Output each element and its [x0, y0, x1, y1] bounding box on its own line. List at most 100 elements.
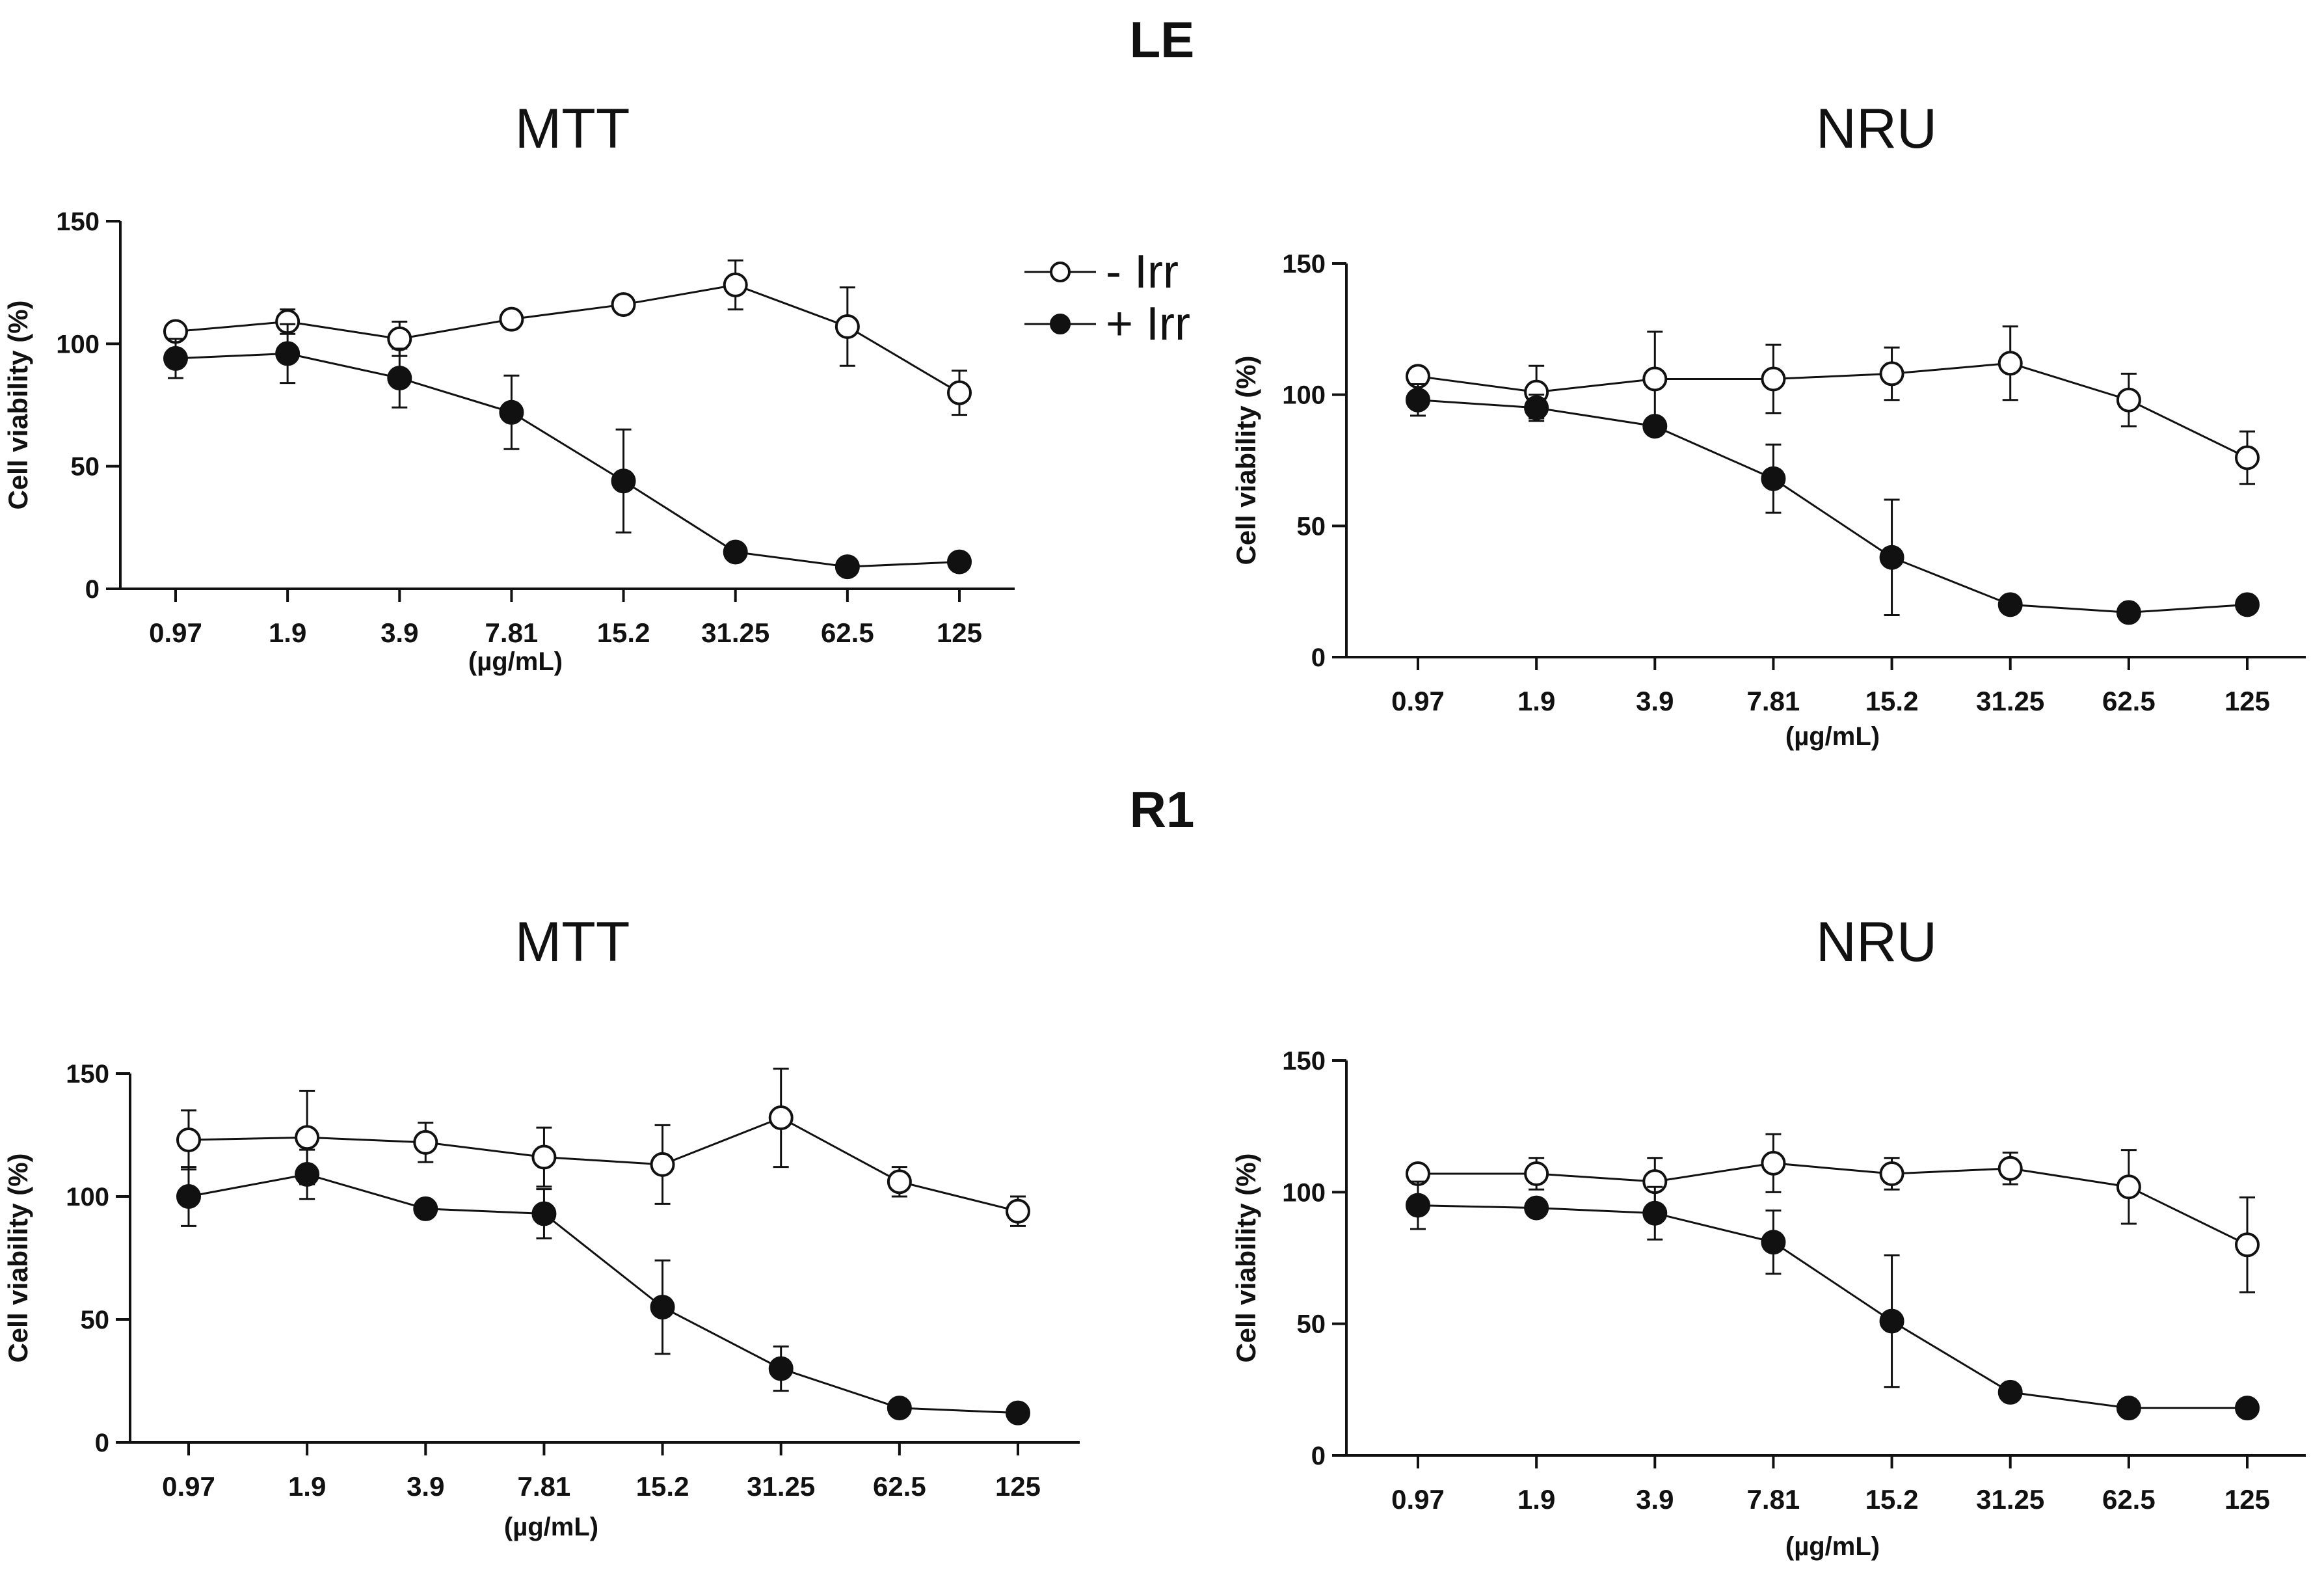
data-point-open	[1642, 366, 1668, 392]
x-axis-title: (µg/mL)	[1785, 1532, 1880, 1561]
data-point-open	[2235, 1232, 2260, 1258]
x-tick-label: 15.2	[1865, 1484, 1919, 1515]
data-point-open	[1761, 366, 1786, 392]
series-line-plus-irr	[175, 352, 960, 568]
y-tick-label: 0	[1311, 643, 1326, 672]
series-line-plus-irr	[188, 1173, 1019, 1414]
data-point-filled	[2235, 592, 2260, 617]
data-point-open	[1761, 1150, 1786, 1176]
filled-circle-marker-icon	[1024, 314, 1096, 334]
data-point-filled	[2116, 600, 2141, 625]
x-tick-label: 31.25	[1976, 1484, 2044, 1515]
data-point-filled	[1524, 1195, 1549, 1221]
y-axis-title: Cell viability (%)	[1231, 355, 1261, 565]
x-tick-label: 7.81	[1747, 1484, 1800, 1515]
x-tick-label: 31.25	[1976, 686, 2044, 716]
data-point-filled	[1997, 1379, 2023, 1405]
x-axis-title: (µg/mL)	[468, 647, 563, 676]
x-tick-label: 125	[937, 617, 982, 648]
section-title-r1: R1	[1129, 781, 1195, 838]
y-tick-label: 100	[66, 1183, 109, 1211]
x-tick-label: 1.9	[1517, 686, 1555, 716]
x-tick-label: 31.25	[701, 617, 769, 648]
y-tick-label: 100	[1282, 1178, 1326, 1207]
data-point-filled	[650, 1295, 675, 1320]
legend-item-plus-irr: + Irr	[1021, 298, 1190, 350]
data-point-filled	[2116, 1396, 2141, 1421]
data-point-open	[947, 380, 972, 405]
x-tick-label: 7.81	[518, 1471, 571, 1502]
data-point-filled	[887, 1396, 912, 1421]
x-tick-label: 0.97	[149, 617, 202, 648]
x-tick-label: 62.5	[821, 617, 874, 648]
data-point-open	[1997, 1155, 2023, 1181]
y-tick-label: 100	[1282, 381, 1326, 410]
data-point-filled	[176, 1184, 201, 1209]
data-point-filled	[387, 366, 412, 391]
x-tick-label: 125	[2224, 686, 2270, 716]
x-tick-label: 125	[2224, 1484, 2270, 1515]
x-tick-label: 31.25	[747, 1471, 815, 1502]
x-tick-label: 3.9	[381, 617, 418, 648]
series-line-minus-irr	[175, 284, 960, 394]
data-point-filled	[768, 1356, 794, 1381]
data-point-open	[650, 1152, 675, 1177]
y-tick-label: 150	[56, 208, 100, 236]
y-tick-label: 150	[66, 1060, 109, 1088]
data-point-open	[2116, 1174, 2141, 1200]
series-line-minus-irr	[1417, 362, 2248, 459]
x-tick-label: 15.2	[636, 1471, 689, 1502]
data-point-filled	[1642, 414, 1668, 439]
data-point-filled	[1006, 1400, 1030, 1426]
series-line-plus-irr	[1417, 1204, 2247, 1409]
x-tick-label: 15.2	[597, 617, 650, 648]
data-point-filled	[499, 399, 524, 425]
data-point-open	[1997, 351, 2023, 376]
data-point-filled	[1642, 1200, 1668, 1226]
data-point-filled	[1879, 545, 1904, 570]
data-point-filled	[163, 345, 188, 371]
data-point-open	[768, 1105, 794, 1131]
y-tick-label: 50	[1297, 1310, 1326, 1339]
data-point-filled	[1524, 395, 1549, 420]
x-tick-label: 3.9	[1636, 1484, 1674, 1515]
panel-title-r1-nru: NRU	[1815, 911, 1938, 973]
x-tick-label: 0.97	[1391, 1484, 1445, 1515]
section-title-le: LE	[1129, 11, 1195, 68]
data-point-open	[531, 1144, 557, 1170]
y-tick-label: 0	[1311, 1442, 1326, 1470]
x-tick-label: 0.97	[1391, 686, 1445, 716]
x-axis-title: (µg/mL)	[504, 1513, 598, 1541]
x-tick-label: 62.5	[2102, 686, 2156, 716]
data-point-open	[295, 1125, 320, 1150]
y-axis-title: Cell viability (%)	[3, 1153, 33, 1362]
legend-item-minus-irr: - Irr	[1021, 246, 1190, 298]
data-point-open	[1879, 361, 1904, 386]
x-tick-label: 1.9	[288, 1471, 326, 1502]
data-point-open	[2235, 445, 2260, 470]
data-point-open	[1006, 1198, 1030, 1224]
x-tick-label: 1.9	[1517, 1484, 1555, 1515]
data-point-filled	[835, 554, 860, 580]
y-tick-label: 50	[81, 1306, 110, 1334]
data-point-filled	[275, 341, 301, 366]
legend: - Irr + Irr	[1021, 246, 1190, 350]
data-point-open	[887, 1169, 912, 1195]
y-tick-label: 0	[85, 575, 100, 604]
x-tick-label: 125	[995, 1471, 1041, 1502]
data-point-filled	[295, 1161, 320, 1187]
data-point-open	[1524, 1161, 1549, 1187]
data-point-open	[1879, 1161, 1904, 1187]
x-tick-label: 62.5	[873, 1471, 926, 1502]
data-point-open	[611, 292, 636, 318]
legend-label: - Irr	[1106, 246, 1179, 298]
open-circle-marker-icon	[1024, 262, 1096, 282]
x-tick-label: 3.9	[407, 1471, 444, 1502]
x-tick-label: 1.9	[269, 617, 306, 648]
data-point-filled	[1761, 1230, 1786, 1255]
y-axis-title: Cell viability (%)	[1231, 1153, 1261, 1362]
series-line-plus-irr	[1417, 399, 2248, 614]
